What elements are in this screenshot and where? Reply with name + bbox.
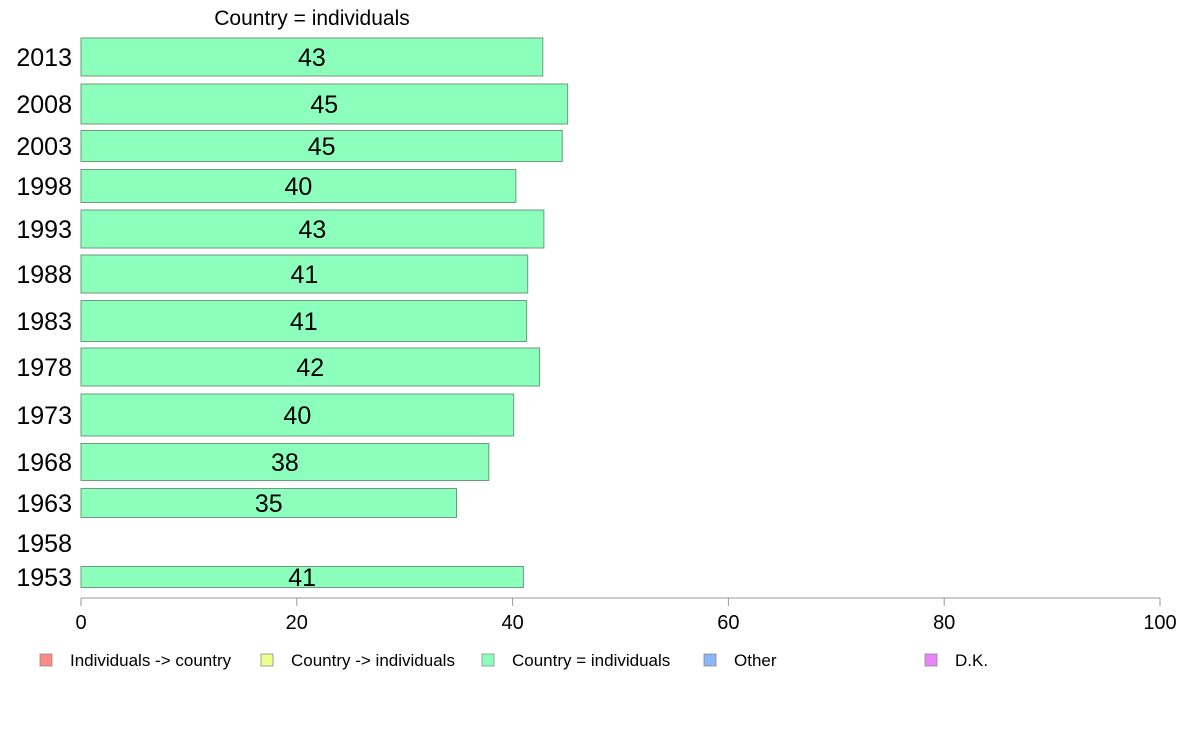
y-tick-label: 2003: [16, 133, 72, 161]
y-tick-label: 1993: [16, 216, 72, 244]
legend-label: Other: [734, 651, 777, 670]
bar: [80, 130, 563, 162]
legend-label: D.K.: [955, 651, 988, 670]
bar-value-label: 41: [288, 564, 316, 592]
bar-value-label: 40: [285, 173, 313, 201]
bar-value-label: 45: [308, 133, 336, 161]
y-tick-label: 1953: [16, 564, 72, 592]
legend-label: Individuals -> country: [70, 651, 232, 670]
y-tick-label: 1968: [16, 449, 72, 477]
bar: [80, 566, 524, 588]
y-tick-label: 1963: [16, 490, 72, 518]
bar-value-label: 38: [271, 449, 299, 477]
x-axis-ticks: 0 20 40 60 80 100: [75, 598, 1177, 634]
y-tick-label: 1973: [16, 402, 72, 430]
bar-value-label: 43: [298, 44, 326, 72]
y-tick-label: 1988: [16, 261, 72, 289]
bar-value-label: 35: [255, 490, 283, 518]
bar-value-label: 41: [290, 308, 318, 336]
legend-label: Country -> individuals: [291, 651, 455, 670]
legend-label: Country = individuals: [512, 651, 670, 670]
bar: [80, 393, 515, 437]
bar: [80, 37, 544, 77]
bar-value-label: 42: [296, 354, 324, 382]
y-tick-label: 1983: [16, 308, 72, 336]
bar: [80, 300, 528, 342]
bar-value-label: 45: [310, 91, 338, 119]
bars-group: 43 45 45 40 43 41 41 42 40 38 35 41: [80, 37, 569, 592]
bar: [80, 443, 490, 481]
chart-title: Country = individuals: [214, 7, 410, 30]
legend-swatch: [260, 653, 274, 667]
legend: Individuals -> country Country -> individ…: [39, 651, 988, 670]
y-tick-label: 2008: [16, 91, 72, 119]
y-tick-label: 1958: [16, 530, 72, 558]
x-tick-label: 100: [1143, 612, 1176, 634]
bar: [80, 209, 545, 249]
bar: [80, 83, 569, 125]
legend-swatch: [703, 653, 717, 667]
bar: [80, 169, 517, 203]
bar-value-label: 40: [283, 402, 311, 430]
y-tick-label: 2013: [16, 44, 72, 72]
bar: [80, 347, 541, 387]
bar: [80, 254, 529, 294]
bar: [80, 488, 457, 518]
x-tick-label: 40: [501, 612, 523, 634]
y-tick-labels: 2013 2008 2003 1998 1993 1988 1983 1978 1973 1968…: [16, 44, 72, 592]
x-tick-label: 80: [933, 612, 955, 634]
y-tick-label: 1998: [16, 173, 72, 201]
legend-swatch: [39, 653, 53, 667]
x-tick-label: 0: [75, 612, 86, 634]
bar-value-label: 43: [299, 216, 327, 244]
legend-swatch: [481, 653, 495, 667]
y-tick-label: 1978: [16, 354, 72, 382]
x-tick-label: 60: [717, 612, 739, 634]
bar-value-label: 41: [290, 261, 318, 289]
x-tick-label: 20: [286, 612, 308, 634]
legend-swatch: [924, 653, 938, 667]
